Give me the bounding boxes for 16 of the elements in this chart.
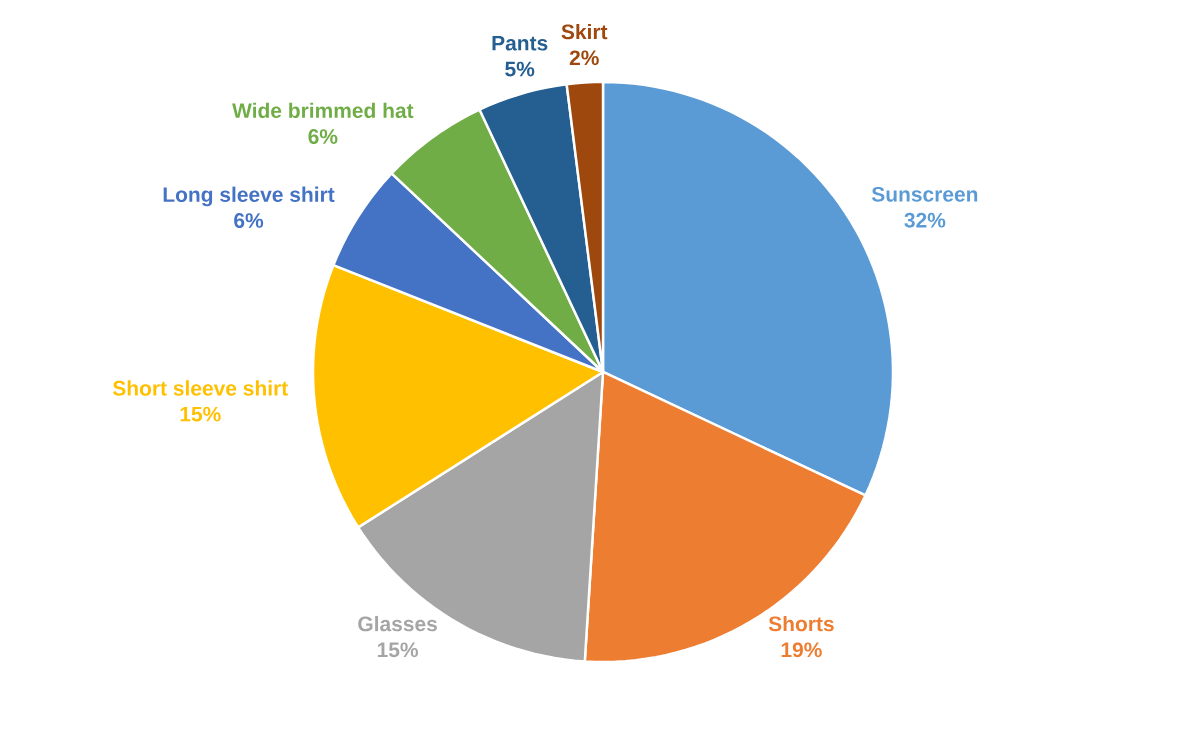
data-label: 15%: [180, 406, 221, 422]
slice-label: Sunscreen: [871, 186, 978, 202]
data-label: 6%: [308, 129, 338, 144]
slice-label: Pants: [492, 35, 548, 51]
slice-label: Glasses: [358, 615, 437, 632]
data-label: 2%: [569, 50, 599, 66]
data-label: 19%: [781, 642, 822, 658]
data-label: 15%: [377, 642, 419, 658]
data-label: 6%: [234, 213, 264, 228]
data-label: 5%: [505, 61, 535, 77]
slice-label: Long sleeve shirt: [163, 186, 335, 207]
slice-label: Wide brimmed hat: [232, 102, 414, 119]
slice-label: Skirt: [561, 23, 608, 40]
slice-label: Shorts: [768, 615, 834, 632]
data-label: 32%: [904, 212, 946, 228]
slice-label: Short sleeve shirt: [112, 380, 288, 396]
